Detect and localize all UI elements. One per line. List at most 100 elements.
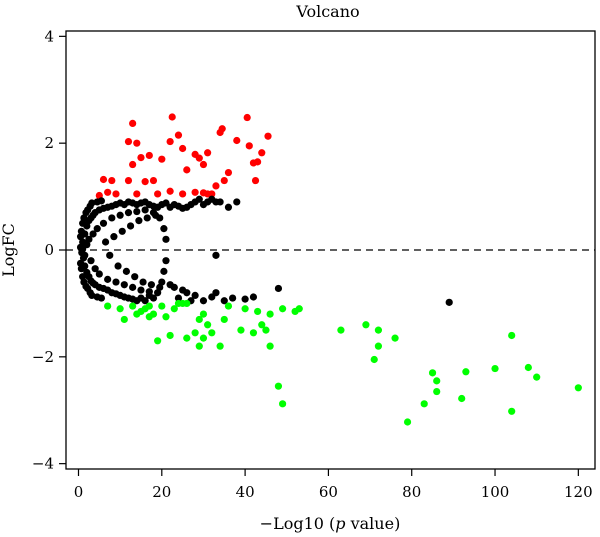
not-significant-point (147, 281, 155, 289)
up-regulated-point (124, 137, 133, 146)
not-significant-point (89, 230, 97, 238)
not-significant-point (97, 294, 106, 302)
up-regulated-point (199, 160, 208, 169)
not-significant-point (120, 281, 128, 289)
down-regulated-point (195, 342, 203, 350)
not-significant-point (124, 209, 133, 217)
not-significant-point (145, 288, 153, 296)
y-tick-label: −2 (32, 348, 54, 366)
up-regulated-point (264, 132, 272, 140)
up-regulated-point (166, 187, 174, 195)
not-significant-point (183, 289, 191, 297)
down-regulated-point (278, 305, 287, 313)
up-regulated-point (233, 136, 241, 145)
down-regulated-point (216, 342, 224, 350)
down-regulated-point (120, 315, 128, 324)
not-significant-point (137, 286, 145, 294)
x-tick-label: 0 (74, 483, 84, 501)
down-regulated-point (145, 302, 153, 310)
down-regulated-point (170, 305, 178, 313)
up-regulated-point (224, 168, 233, 177)
down-regulated-point (258, 321, 266, 329)
not-significant-point (141, 297, 149, 305)
not-significant-point (141, 206, 149, 214)
up-regulated-point (258, 149, 266, 157)
not-significant-point (191, 291, 199, 300)
not-significant-point (131, 273, 139, 281)
not-significant-point (118, 227, 126, 235)
down-regulated-point (162, 313, 170, 321)
down-regulated-point (508, 407, 516, 415)
up-regulated-point (158, 155, 166, 163)
down-regulated-point (104, 302, 112, 310)
not-significant-point (174, 294, 183, 302)
down-regulated-point (428, 369, 437, 377)
not-significant-point (91, 265, 99, 273)
down-regulated-point (374, 326, 383, 334)
not-significant-points (76, 195, 453, 306)
not-significant-point (112, 278, 120, 286)
up-regulated-point (145, 151, 153, 160)
down-regulated-point (278, 400, 287, 408)
not-significant-point (162, 235, 170, 243)
not-significant-point (135, 217, 143, 225)
not-significant-point (170, 283, 178, 291)
not-significant-point (116, 211, 124, 219)
not-significant-point (229, 294, 237, 302)
not-significant-point (149, 294, 158, 302)
not-significant-point (129, 283, 137, 291)
down-regulated-point (195, 315, 203, 324)
y-tick-label: 2 (44, 134, 54, 152)
not-significant-point (143, 214, 151, 222)
x-tick-label: 20 (152, 483, 171, 501)
down-regulated-point (508, 331, 516, 340)
down-regulated-point (199, 334, 208, 342)
not-significant-point (108, 214, 116, 222)
up-regulated-point (254, 158, 262, 166)
up-regulated-point (112, 190, 120, 198)
x-tick-label: 100 (481, 483, 510, 501)
y-axis: −4 −2 0 2 4 (32, 27, 66, 473)
down-regulated-point (337, 326, 345, 334)
down-regulated-point (374, 342, 383, 350)
not-significant-point (212, 251, 220, 259)
up-regulated-point (129, 119, 137, 128)
down-regulated-point (391, 334, 399, 342)
up-regulated-point (108, 176, 116, 185)
up-regulated-point (204, 149, 212, 157)
up-regulated-point (137, 153, 145, 162)
up-regulated-point (183, 166, 191, 174)
up-regulated-point (99, 175, 108, 184)
up-regulated-point (133, 190, 141, 198)
down-regulated-points (104, 299, 582, 426)
up-regulated-point (195, 154, 203, 162)
up-regulated-point (191, 188, 199, 196)
not-significant-point (160, 225, 168, 233)
not-significant-point (106, 251, 114, 259)
up-regulated-point (179, 190, 187, 198)
down-regulated-point (191, 329, 199, 337)
x-tick-label: 80 (402, 483, 421, 501)
down-regulated-point (116, 305, 124, 313)
not-significant-point (274, 284, 283, 293)
not-significant-point (93, 225, 101, 233)
up-regulated-point (218, 125, 226, 133)
y-tick-label: 4 (44, 27, 54, 45)
up-regulated-point (251, 176, 260, 185)
down-regulated-point (266, 342, 274, 350)
not-significant-point (76, 259, 85, 267)
chart-title: Volcano (295, 2, 359, 21)
down-regulated-point (274, 382, 283, 390)
up-regulated-point (166, 137, 174, 146)
up-regulated-point (174, 131, 183, 139)
down-regulated-point (158, 302, 166, 310)
not-significant-point (224, 203, 233, 211)
up-regulated-point (168, 113, 176, 121)
up-regulated-point (220, 176, 228, 185)
not-significant-point (101, 238, 110, 246)
not-significant-point (151, 211, 160, 219)
not-significant-point (81, 251, 89, 259)
up-regulated-point (179, 144, 187, 153)
up-regulated-point (129, 160, 137, 169)
